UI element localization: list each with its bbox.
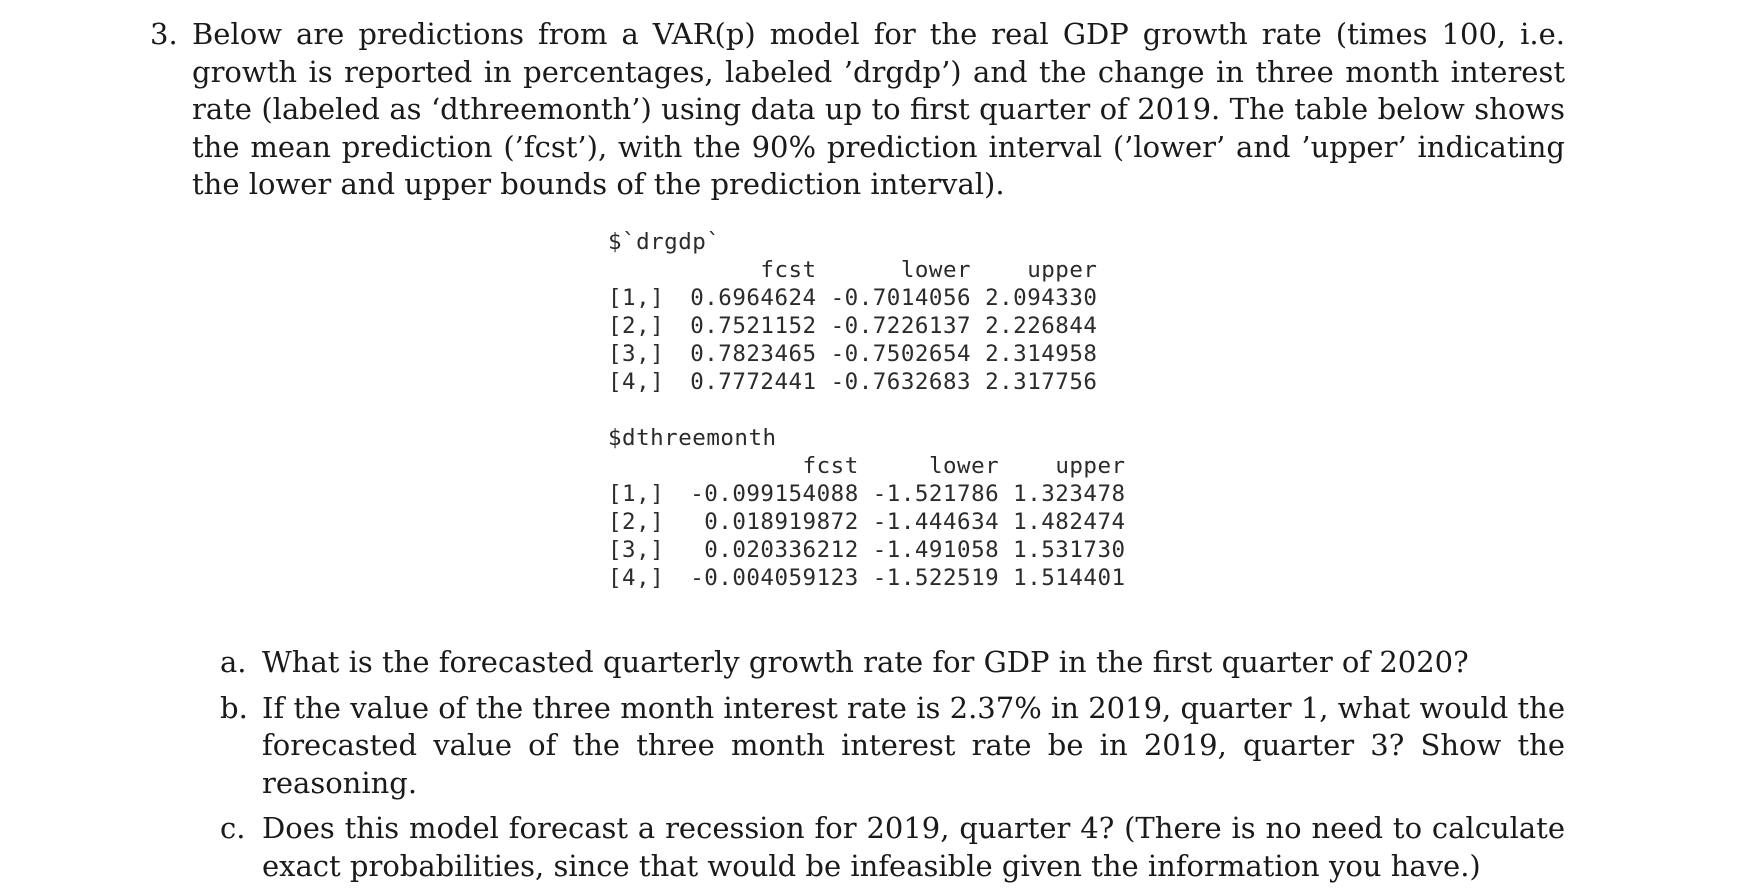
question-number: 3. [150,17,178,51]
sub-question-label: c. [220,811,246,845]
drgdp-header: $`drgdp` [608,229,721,255]
fcst-value: 0.018919872 [704,509,859,535]
row-index: [3,] [608,537,665,563]
lower-value: -0.7502654 [830,341,972,367]
row-index: [4,] [608,565,665,591]
fcst-value: 0.6964624 [690,285,817,311]
lower-value: -1.521786 [872,481,1000,507]
dthreemonth-table: fcst lower upper [1,] -0.099154088 -1.52… [608,452,1126,592]
row-index: [2,] [608,509,665,535]
sub-question-label: a. [220,645,247,679]
upper-value: 2.094330 [985,285,1098,311]
corner-cell [608,452,676,480]
row-index: [1,] [608,285,665,311]
sub-question-text: What is the forecasted quarterly growth … [262,645,1469,679]
table-row: [2,] 0.018919872 -1.444634 1.482474 [608,508,1126,536]
drgdp-column-headers: fcst lower upper [608,256,1097,284]
sub-question-c: c. Does this model forecast a recession … [220,810,1565,885]
question-intro-text: Below are predictions from a VAR(p) mode… [192,17,1565,201]
fcst-value: 0.7521152 [690,313,817,339]
table-row: [4,] -0.004059123 -1.522519 1.514401 [608,564,1126,592]
sub-question-text: If the value of the three month interest… [262,690,1565,800]
row-index: [1,] [608,481,665,507]
row-index: [2,] [608,313,665,339]
dthreemonth-header: $dthreemonth [608,425,777,451]
sub-question-a: a. What is the forecasted quarterly grow… [220,644,1565,682]
fcst-value: 0.020336212 [704,537,859,563]
column-header-upper: upper [1027,257,1098,283]
fcst-value: -0.099154088 [690,481,859,507]
upper-value: 1.323478 [1013,481,1126,507]
upper-value: 2.226844 [985,313,1098,339]
question-intro: Below are predictions from a VAR(p) mode… [192,16,1565,204]
upper-value: 1.514401 [1013,565,1126,591]
column-header-fcst: fcst [760,257,817,283]
column-header-lower: lower [900,257,972,283]
lower-value: -1.522519 [872,565,1000,591]
sub-questions: a. What is the forecasted quarterly grow… [220,644,1565,893]
column-header-upper: upper [1055,453,1126,479]
row-index: [3,] [608,341,665,367]
row-index: [4,] [608,369,665,395]
table-row: [3,] 0.7823465 -0.7502654 2.314958 [608,340,1097,368]
lower-value: -1.444634 [872,509,1000,535]
upper-value: 1.482474 [1013,509,1126,535]
corner-cell [608,256,676,284]
fcst-value: 0.7772441 [690,369,817,395]
drgdp-block: $`drgdp` fcst lower upper [1,] 0.6964624… [608,228,1126,396]
upper-value: 1.531730 [1013,537,1126,563]
table-row: [1,] -0.099154088 -1.521786 1.323478 [608,480,1126,508]
dthreemonth-block: $dthreemonth fcst lower upper [1,] -0.09… [608,424,1126,592]
drgdp-table: fcst lower upper [1,] 0.6964624 -0.70140… [608,256,1097,396]
lower-value: -0.7632683 [830,369,972,395]
lower-value: -0.7226137 [830,313,972,339]
column-header-fcst: fcst [802,453,859,479]
upper-value: 2.317756 [985,369,1098,395]
question-3: 3. Below are predictions from a VAR(p) m… [150,16,1565,204]
table-row: [4,] 0.7772441 -0.7632683 2.317756 [608,368,1097,396]
sub-question-text: Does this model forecast a recession for… [262,811,1565,883]
table-row: [1,] 0.6964624 -0.7014056 2.094330 [608,284,1097,312]
upper-value: 2.314958 [985,341,1098,367]
r-console-output: $`drgdp` fcst lower upper [1,] 0.6964624… [608,228,1126,620]
lower-value: -1.491058 [872,537,1000,563]
dthreemonth-column-headers: fcst lower upper [608,452,1126,480]
fcst-value: 0.7823465 [690,341,817,367]
column-header-lower: lower [928,453,1000,479]
lower-value: -0.7014056 [830,285,972,311]
fcst-value: -0.004059123 [690,565,859,591]
table-row: [2,] 0.7521152 -0.7226137 2.226844 [608,312,1097,340]
sub-question-label: b. [220,690,248,725]
table-row: [3,] 0.020336212 -1.491058 1.531730 [608,536,1126,564]
sub-question-b: b. If the value of the three month inter… [220,690,1565,803]
